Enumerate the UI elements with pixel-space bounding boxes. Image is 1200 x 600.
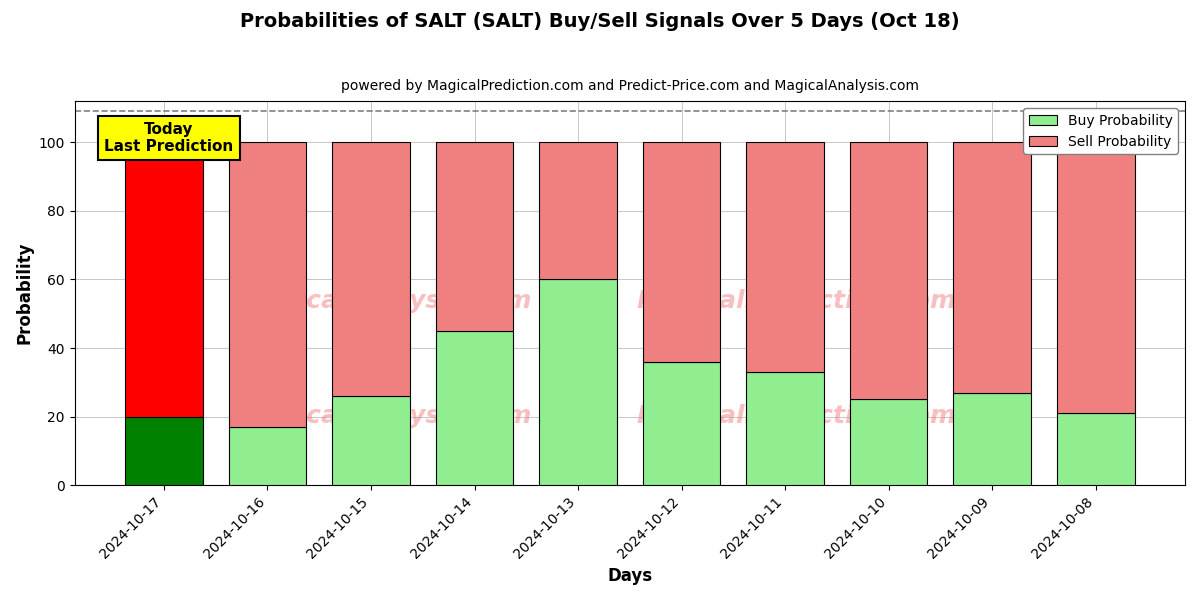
Bar	[643, 362, 720, 485]
Text: MagicalAnalysis.com: MagicalAnalysis.com	[239, 289, 533, 313]
Text: MagicalPrediction.com: MagicalPrediction.com	[636, 289, 956, 313]
Bar	[539, 142, 617, 280]
Bar	[332, 396, 410, 485]
Bar	[746, 142, 824, 372]
Bar	[850, 142, 928, 400]
Bar	[539, 280, 617, 485]
X-axis label: Days: Days	[607, 567, 653, 585]
Title: powered by MagicalPrediction.com and Predict-Price.com and MagicalAnalysis.com: powered by MagicalPrediction.com and Pre…	[341, 79, 919, 93]
Legend: Buy Probability, Sell Probability: Buy Probability, Sell Probability	[1024, 108, 1178, 154]
Bar	[953, 392, 1031, 485]
Bar	[125, 142, 203, 416]
Text: Today
Last Prediction: Today Last Prediction	[104, 122, 234, 154]
Bar	[850, 400, 928, 485]
Bar	[643, 142, 720, 362]
Bar	[1057, 142, 1134, 413]
Bar	[436, 142, 514, 331]
Bar	[436, 331, 514, 485]
Text: Probabilities of SALT (SALT) Buy/Sell Signals Over 5 Days (Oct 18): Probabilities of SALT (SALT) Buy/Sell Si…	[240, 12, 960, 31]
Text: MagicalPrediction.com: MagicalPrediction.com	[636, 404, 956, 428]
Bar	[125, 416, 203, 485]
Bar	[1057, 413, 1134, 485]
Y-axis label: Probability: Probability	[16, 242, 34, 344]
Bar	[229, 142, 306, 427]
Bar	[332, 142, 410, 396]
Bar	[746, 372, 824, 485]
Text: MagicalAnalysis.com: MagicalAnalysis.com	[239, 404, 533, 428]
Bar	[953, 142, 1031, 392]
Bar	[229, 427, 306, 485]
